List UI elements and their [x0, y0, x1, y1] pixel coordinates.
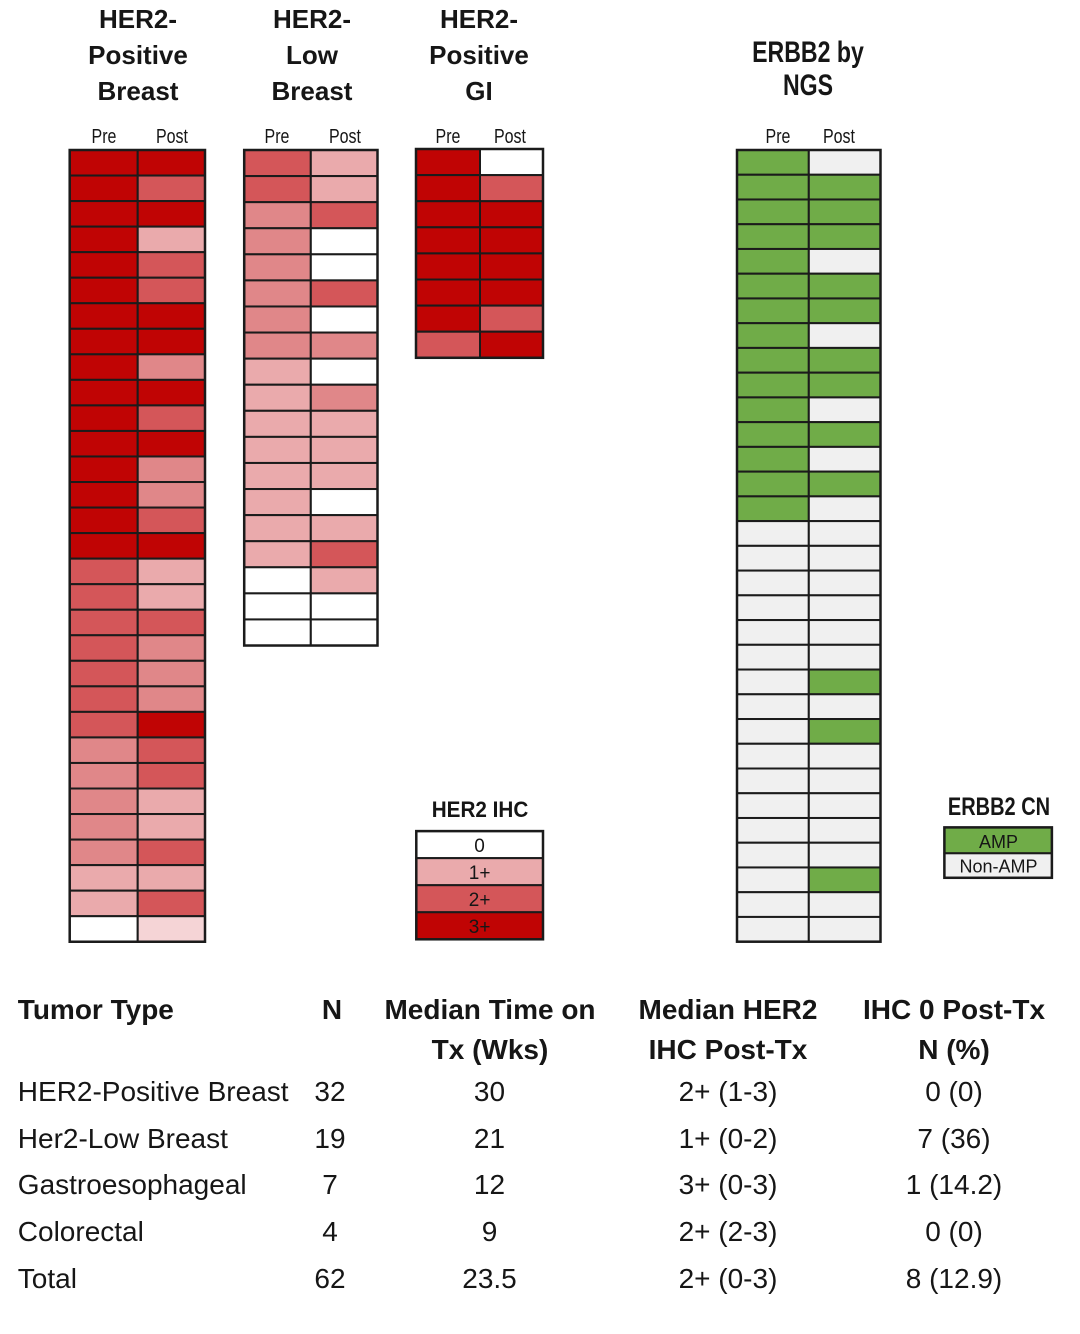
svg-text:Non-AMP: Non-AMP — [959, 857, 1037, 877]
svg-text:3+: 3+ — [469, 917, 491, 938]
svg-text:1+: 1+ — [469, 863, 491, 884]
svg-text:AMP: AMP — [979, 832, 1018, 852]
svg-text:2+: 2+ — [469, 890, 491, 911]
svg-text:0: 0 — [474, 836, 485, 857]
